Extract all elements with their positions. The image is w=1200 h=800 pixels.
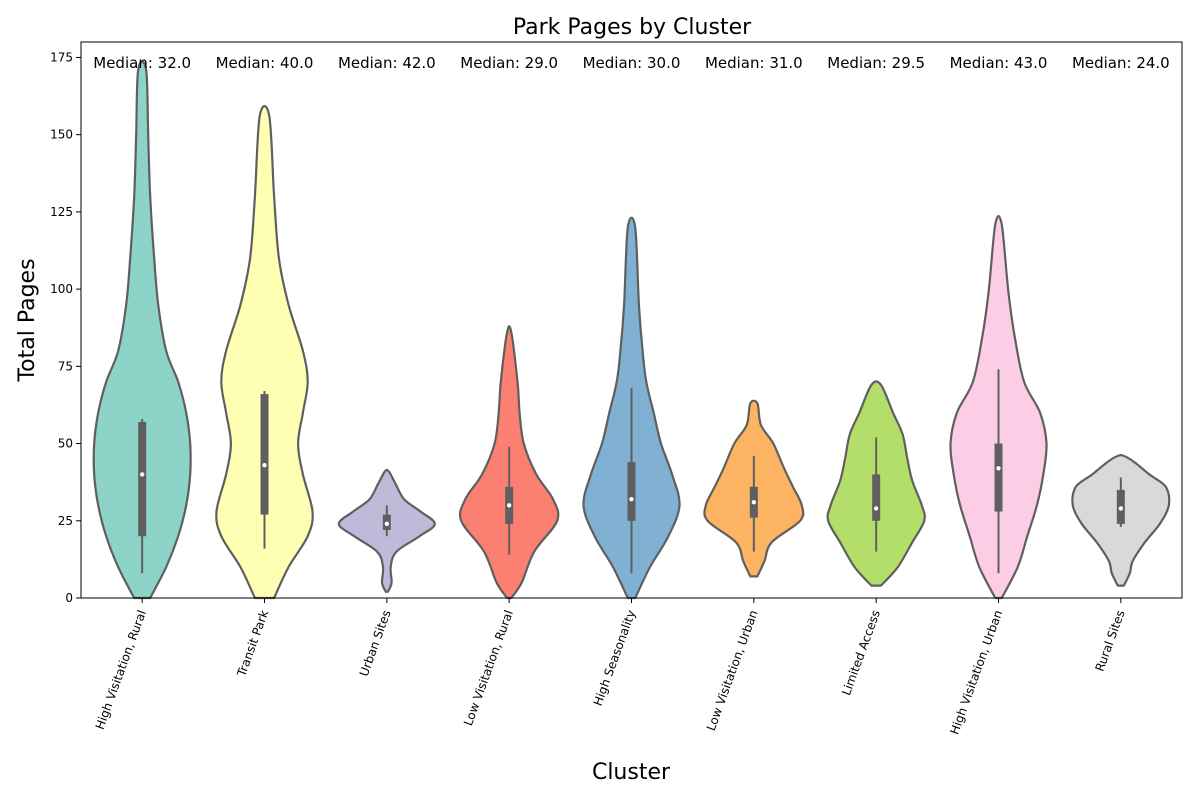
median-label: Median: 24.0 (1072, 54, 1170, 72)
y-tick-label: 0 (65, 591, 73, 605)
violin-median-dot (996, 466, 1001, 471)
violins-group (92, 60, 1171, 600)
violin-body (215, 104, 314, 600)
violin-iqr-box (994, 443, 1003, 512)
y-tick-label: 125 (50, 205, 73, 219)
y-tick-label: 75 (58, 359, 73, 373)
y-tick-label: 175 (50, 50, 73, 64)
median-labels: Median: 32.0 Median: 40.0 Median: 42.0 Medi… (93, 54, 1169, 72)
violin-median-dot (384, 521, 390, 527)
violin-iqr-box (138, 421, 147, 537)
median-label: Median: 43.0 (950, 54, 1048, 72)
median-label: Median: 30.0 (583, 54, 681, 72)
y-tick-label: 150 (50, 128, 73, 142)
x-tick-label: Low Visitation, Rural (461, 608, 516, 727)
x-axis-title: Cluster (592, 760, 671, 785)
y-tick-label: 100 (50, 282, 73, 296)
x-tick-label: Low Visitation, Urban (704, 608, 761, 732)
x-tick-label: High Visitation, Urban (947, 608, 1005, 736)
violin-iqr-box (627, 462, 636, 521)
y-tick-label: 25 (58, 514, 73, 528)
x-tick-label: High Seasonality (591, 608, 639, 707)
x-tick-label: High Visitation, Rural (93, 608, 149, 731)
x-tick-label: Rural Sites (1093, 608, 1128, 673)
x-tick-label: Limited Access (839, 608, 883, 697)
violin-median-dot (139, 472, 145, 477)
violin-median-dot (751, 500, 757, 505)
median-label: Median: 40.0 (216, 54, 314, 72)
violin-median-dot (1118, 506, 1124, 511)
violin-iqr-box (260, 394, 269, 515)
violin-body (92, 60, 192, 600)
violin-median-dot (873, 506, 879, 511)
median-label: Median: 31.0 (705, 54, 803, 72)
x-axis: High Visitation, Rural Transit Park Urban … (93, 598, 1128, 736)
median-label: Median: 29.5 (827, 54, 925, 72)
median-label: Median: 32.0 (93, 54, 191, 72)
median-label: Median: 29.0 (460, 54, 558, 72)
y-axis: 0 25 50 75 100 125 150 175 (50, 50, 81, 605)
plot-frame (80, 41, 1183, 599)
x-tick-label: Urban Sites (357, 608, 394, 678)
violin-iqr-box (872, 474, 881, 521)
y-tick-label: 50 (58, 437, 73, 451)
violin-median-dot (629, 496, 634, 502)
chart-title: Park Pages by Cluster (513, 15, 752, 40)
violin-median-dot (262, 462, 267, 468)
x-tick-label: Transit Park (234, 608, 271, 679)
y-axis-title: Total Pages (15, 258, 40, 382)
violin-median-dot (506, 503, 512, 508)
median-label: Median: 42.0 (338, 54, 436, 72)
